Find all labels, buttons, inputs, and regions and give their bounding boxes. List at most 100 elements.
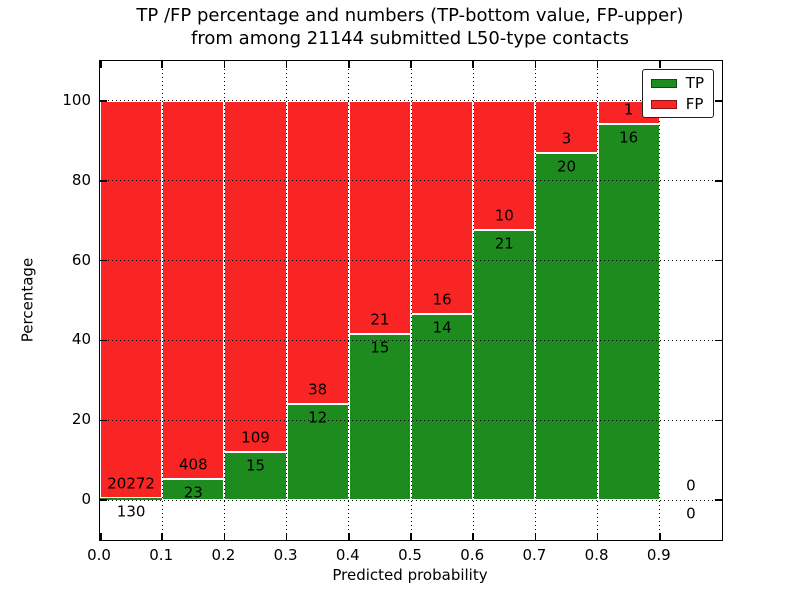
bar-label-fp-count: 0 xyxy=(686,476,696,495)
bar-label-tp-count: 16 xyxy=(619,128,639,147)
bar-label-fp-count: 408 xyxy=(178,455,208,474)
x-tick-mark-top xyxy=(223,61,226,68)
x-tick-mark xyxy=(596,533,599,540)
bar-segment-tp xyxy=(535,152,598,501)
legend-swatch-tp xyxy=(650,78,677,88)
y-tick-mark xyxy=(100,499,107,501)
bar-segment-fp xyxy=(411,100,474,314)
bar-segment-tp xyxy=(411,313,474,501)
bar-segment-tp xyxy=(224,451,287,501)
y-tick-label: 20 xyxy=(71,410,91,429)
x-tick-label: 0.6 xyxy=(460,546,485,564)
x-tick-label: 0.5 xyxy=(398,546,422,564)
bar-label-tp-count: 15 xyxy=(245,456,266,475)
gridline-v xyxy=(472,61,474,540)
bar-segment-tp xyxy=(348,333,411,501)
x-tick-label: 0.9 xyxy=(646,546,671,564)
bar-segment-fp xyxy=(224,100,287,452)
x-tick-mark-top xyxy=(659,61,661,68)
y-tick-mark xyxy=(100,419,107,421)
bar-segment-tp xyxy=(597,124,660,501)
bar-label-tp-count: 0 xyxy=(686,504,696,523)
x-tick-mark-top xyxy=(348,61,350,68)
x-tick-label: 0.3 xyxy=(273,546,298,564)
y-tick-mark xyxy=(100,180,107,182)
legend-item-tp: TP xyxy=(650,75,704,91)
gridline-v xyxy=(348,61,350,540)
chart-title-line1: TP /FP percentage and numbers (TP-bottom… xyxy=(136,5,684,26)
x-tick-mark xyxy=(659,533,661,540)
bar-segment-fp xyxy=(286,100,349,405)
gridline-v xyxy=(410,61,412,540)
bar-label-tp-count: 21 xyxy=(494,234,514,253)
y-tick-mark-right xyxy=(715,499,722,501)
x-tick-mark-top xyxy=(472,61,474,68)
bar-segment-tp xyxy=(100,497,163,501)
x-tick-mark xyxy=(285,533,288,540)
legend: TP FP xyxy=(641,69,714,118)
gridline-v xyxy=(534,61,536,540)
gridline-v xyxy=(659,61,661,540)
y-tick-label: 100 xyxy=(62,90,91,109)
x-tick-label: 0.8 xyxy=(584,546,609,564)
x-tick-mark-top xyxy=(285,61,288,68)
bar-label-tp-count: 15 xyxy=(370,338,390,357)
y-tick-mark xyxy=(100,339,107,342)
bar-label-tp-count: 20 xyxy=(556,157,577,176)
x-tick-label: 0.7 xyxy=(522,546,547,564)
x-tick-mark-top xyxy=(161,61,163,68)
legend-label-fp: FP xyxy=(685,95,704,113)
x-tick-mark xyxy=(534,533,537,540)
bar-label-fp-count: 3 xyxy=(561,129,572,148)
x-tick-mark-top xyxy=(100,61,102,68)
y-tick-mark xyxy=(100,100,107,102)
chart-title-line2: from among 21144 submitted L50-type cont… xyxy=(191,28,629,49)
gridline-v xyxy=(223,61,225,540)
legend-item-fp: FP xyxy=(650,95,704,113)
y-tick-mark xyxy=(100,259,107,262)
bar-label-fp-count: 1 xyxy=(623,100,634,119)
bar-label-fp-count: 109 xyxy=(241,428,270,447)
x-tick-label: 0.1 xyxy=(149,546,174,564)
bar-label-fp-count: 16 xyxy=(432,290,452,309)
x-tick-mark xyxy=(100,533,102,540)
bar-label-fp-count: 38 xyxy=(308,380,328,399)
bar-segment-fp xyxy=(535,100,598,153)
x-tick-mark xyxy=(472,533,474,540)
y-tick-mark-right xyxy=(715,419,722,421)
bar-segment-fp xyxy=(348,100,411,334)
gridline-v xyxy=(597,61,599,540)
x-tick-label: 0.0 xyxy=(87,546,111,564)
y-tick-label: 80 xyxy=(71,170,91,189)
bar-segment-fp xyxy=(100,100,163,498)
y-tick-mark-right xyxy=(715,100,722,102)
x-tick-label: 0.4 xyxy=(335,546,360,564)
x-tick-mark xyxy=(161,533,163,540)
y-tick-label: 40 xyxy=(71,330,91,349)
y-tick-mark-right xyxy=(715,180,722,182)
gridline-v xyxy=(286,61,288,540)
y-axis-label: Percentage xyxy=(18,257,37,343)
y-tick-mark-right xyxy=(715,259,722,262)
x-tick-mark xyxy=(410,533,412,540)
bar-label-fp-count: 21 xyxy=(370,310,390,329)
plot-area: TP FP 20272 130 408 23 109 15 38 12 21 15 16 14 10 21 3… xyxy=(99,60,723,541)
bar-segment-fp xyxy=(162,100,225,479)
x-tick-mark xyxy=(348,533,350,540)
bar-segment-tp xyxy=(473,229,536,501)
bar-label-fp-count: 10 xyxy=(494,206,514,225)
bar-label-tp-count: 130 xyxy=(116,502,146,520)
bar-label-tp-count: 14 xyxy=(432,318,452,337)
x-tick-mark-top xyxy=(534,61,537,68)
y-tick-label: 0 xyxy=(81,490,91,509)
x-axis-label: Predicted probability xyxy=(332,566,488,584)
bar-segment-tp xyxy=(162,478,225,501)
bar-label-fp-count: 20272 xyxy=(107,474,155,493)
chart-title: TP /FP percentage and numbers (TP-bottom… xyxy=(99,4,721,50)
x-tick-mark-top xyxy=(410,61,412,68)
y-tick-mark-right xyxy=(715,339,722,342)
bar-label-tp-count: 23 xyxy=(183,483,203,502)
bar-label-tp-count: 12 xyxy=(308,408,328,427)
bar-segment-fp xyxy=(473,100,536,230)
